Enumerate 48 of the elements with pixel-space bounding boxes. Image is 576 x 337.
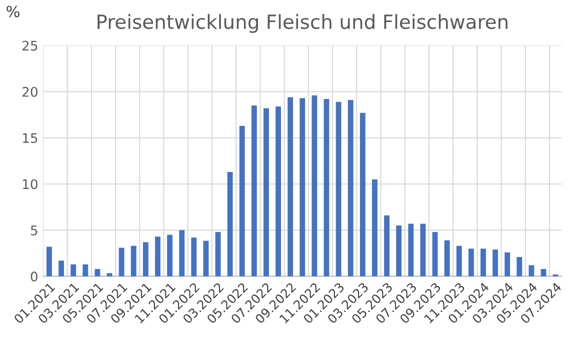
bar	[336, 102, 342, 276]
bar	[456, 246, 462, 276]
chart-title: Preisentwicklung Fleisch und Fleischwaren	[98, 14, 508, 33]
bar	[58, 260, 64, 276]
bar	[130, 246, 136, 276]
y-tick-label: 25	[22, 40, 38, 51]
bar	[516, 256, 522, 276]
bar	[444, 240, 450, 276]
bar	[468, 248, 474, 276]
bar	[82, 264, 88, 276]
bar	[142, 242, 148, 276]
y-axis-title: %	[6, 6, 20, 18]
bar	[155, 236, 160, 276]
bar	[396, 226, 402, 276]
y-tick-label: 20	[22, 86, 38, 97]
bar	[492, 250, 498, 276]
bar	[288, 97, 294, 276]
bar	[191, 238, 197, 276]
bar	[215, 232, 221, 276]
bar	[227, 172, 233, 276]
bar	[251, 106, 257, 276]
y-tick-label: 10	[23, 179, 38, 190]
bar	[384, 215, 390, 276]
bar	[504, 252, 510, 276]
y-tick-label: 15	[23, 133, 38, 144]
bar	[432, 232, 438, 276]
bar	[118, 248, 124, 276]
bar	[70, 264, 76, 276]
bar	[94, 268, 100, 276]
bar	[408, 224, 414, 276]
y-tick-label: 5	[30, 226, 38, 236]
bar	[372, 179, 378, 276]
bar	[480, 248, 486, 276]
bar	[203, 240, 209, 276]
bar	[46, 246, 52, 276]
bar	[167, 234, 172, 276]
bar	[239, 126, 245, 276]
bar	[348, 100, 354, 276]
bar	[276, 106, 281, 276]
y-tick-label: 0	[30, 272, 38, 282]
bar	[360, 112, 366, 276]
bar	[179, 230, 185, 276]
bar	[312, 95, 318, 276]
bar	[324, 99, 330, 276]
bar	[300, 98, 306, 276]
bar	[264, 108, 269, 276]
bar	[420, 224, 426, 276]
bar	[528, 265, 534, 276]
